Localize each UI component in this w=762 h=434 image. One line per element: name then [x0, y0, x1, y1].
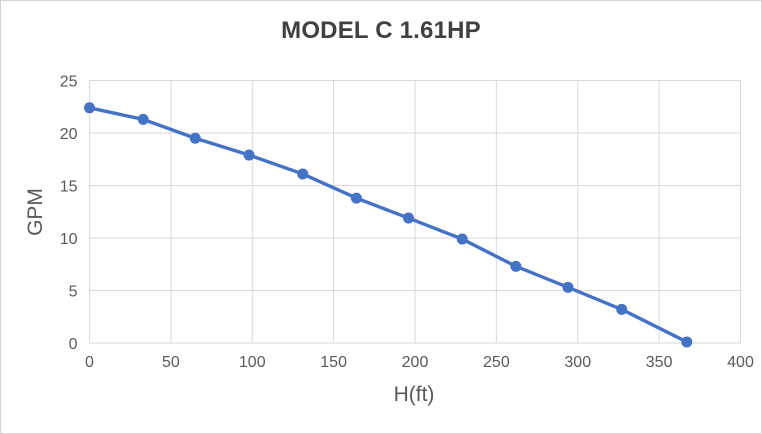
series-line: [87, 106, 689, 344]
data-point-marker: [456, 233, 468, 245]
data-point-marker: [297, 168, 309, 180]
data-point-marker: [84, 102, 95, 114]
y-tick-label: 0: [69, 336, 78, 353]
data-point-marker: [562, 281, 574, 293]
data-point-marker: [510, 260, 522, 272]
x-tick-label: 0: [85, 354, 94, 371]
x-tick-label: 50: [162, 354, 180, 371]
x-tick-label: 250: [483, 354, 510, 371]
y-tick-label: 15: [60, 179, 78, 196]
data-point-marker: [243, 149, 255, 161]
y-tick-label: 20: [60, 126, 78, 143]
x-tick-label: 300: [564, 354, 591, 371]
y-tick-label: 10: [60, 231, 78, 248]
y-tick-label: 5: [69, 284, 78, 301]
data-point-marker: [137, 113, 149, 125]
data-point-marker: [616, 303, 628, 315]
data-point-marker: [681, 336, 693, 348]
x-tick-label: 400: [727, 354, 754, 371]
x-tick-label: 150: [320, 354, 347, 371]
x-tick-label: 200: [402, 354, 429, 371]
x-axis-title: H(ft): [393, 383, 435, 406]
y-tick-label: 25: [60, 74, 78, 91]
x-tick-label: 350: [646, 354, 673, 371]
chart-title: MODEL C 1.61HP: [281, 17, 481, 44]
data-point-marker: [189, 132, 201, 144]
data-point-marker: [350, 192, 362, 204]
data-point-marker: [402, 212, 414, 224]
x-tick-label: 100: [239, 354, 266, 371]
